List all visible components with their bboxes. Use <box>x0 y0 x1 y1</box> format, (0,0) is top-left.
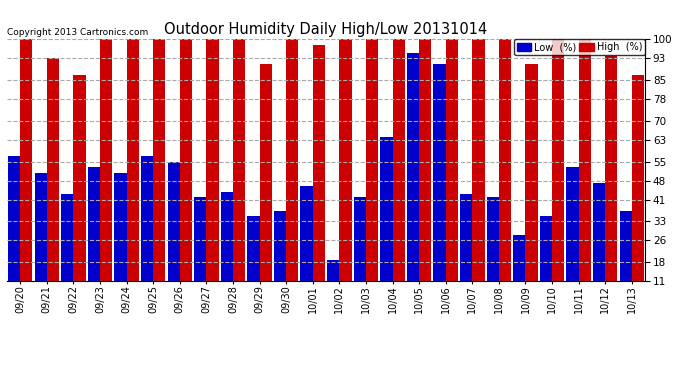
Bar <box>460 194 472 281</box>
Bar <box>380 137 393 281</box>
Bar <box>274 211 286 281</box>
Bar <box>313 45 325 281</box>
Bar <box>8 156 20 281</box>
Bar <box>206 39 219 281</box>
Bar <box>61 194 73 281</box>
Bar <box>632 75 644 281</box>
Bar <box>259 64 272 281</box>
Bar <box>115 172 126 281</box>
Bar <box>327 260 339 281</box>
Bar <box>540 216 552 281</box>
Bar <box>88 167 100 281</box>
Bar <box>593 183 605 281</box>
Bar <box>233 39 245 281</box>
Bar <box>221 192 233 281</box>
Bar <box>126 39 139 281</box>
Title: Outdoor Humidity Daily High/Low 20131014: Outdoor Humidity Daily High/Low 20131014 <box>164 22 488 37</box>
Bar <box>34 172 47 281</box>
Bar <box>552 39 564 281</box>
Bar <box>620 211 632 281</box>
Bar <box>286 39 298 281</box>
Bar <box>407 53 419 281</box>
Bar <box>579 39 591 281</box>
Bar <box>472 39 484 281</box>
Bar <box>419 39 431 281</box>
Bar <box>247 216 259 281</box>
Bar <box>486 197 499 281</box>
Bar <box>301 186 313 281</box>
Bar <box>180 39 192 281</box>
Bar <box>354 197 366 281</box>
Bar <box>499 39 511 281</box>
Bar <box>566 167 579 281</box>
Legend: Low  (%), High  (%): Low (%), High (%) <box>513 39 645 55</box>
Bar <box>47 58 59 281</box>
Bar <box>194 197 206 281</box>
Bar <box>100 39 112 281</box>
Bar <box>526 64 538 281</box>
Bar <box>73 75 86 281</box>
Bar <box>339 39 352 281</box>
Bar <box>141 156 153 281</box>
Bar <box>393 39 405 281</box>
Bar <box>20 39 32 281</box>
Bar <box>153 39 166 281</box>
Bar <box>446 39 458 281</box>
Bar <box>433 64 446 281</box>
Bar <box>605 56 618 281</box>
Bar <box>168 162 180 281</box>
Text: Copyright 2013 Cartronics.com: Copyright 2013 Cartronics.com <box>7 28 148 37</box>
Bar <box>513 235 526 281</box>
Bar <box>366 39 378 281</box>
